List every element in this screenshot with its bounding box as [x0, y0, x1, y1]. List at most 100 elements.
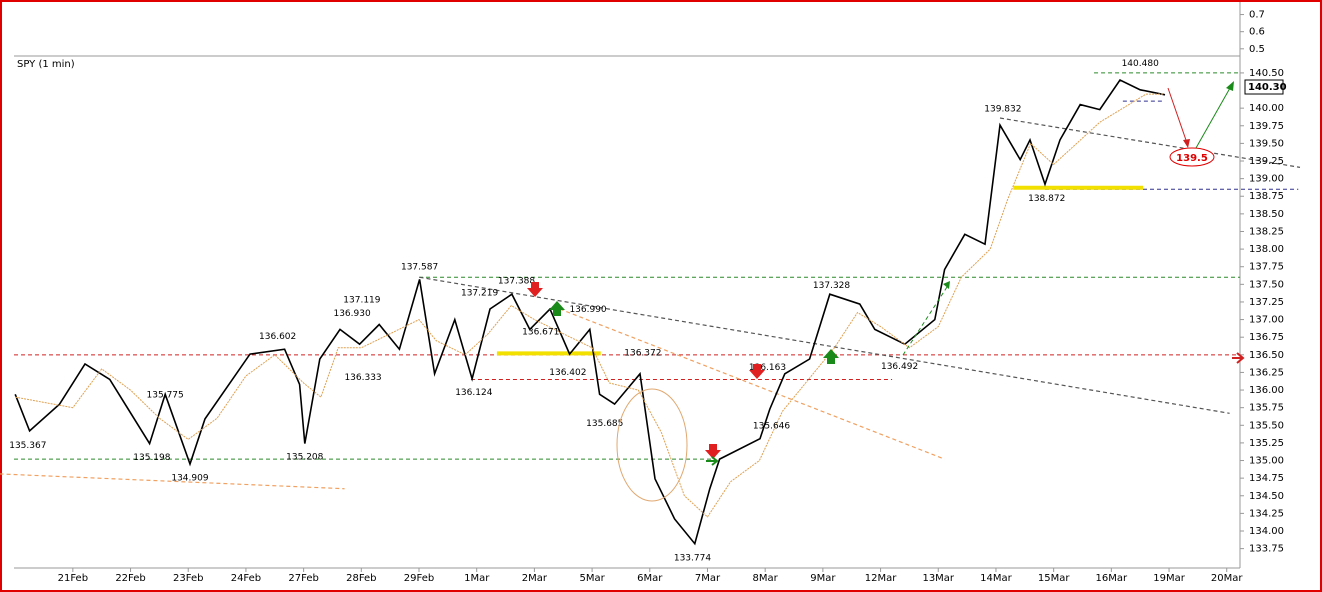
y-tick-label: 136.75 — [1249, 332, 1284, 343]
sell-arrow — [749, 364, 765, 379]
pivot-label: 135.198 — [133, 453, 170, 463]
x-tick-label: 22Feb — [115, 573, 145, 584]
y-tick-label: 135.25 — [1249, 438, 1284, 449]
pivot-label: 136.402 — [549, 368, 586, 378]
y-tick-label: 134.50 — [1249, 491, 1284, 502]
price-line — [14, 78, 1166, 546]
pivot-label: 135.646 — [753, 421, 790, 431]
last-price-label: 140.30 — [1248, 82, 1287, 93]
pivot-label: 138.872 — [1028, 194, 1065, 204]
last-price-box — [1244, 79, 1284, 95]
x-tick-label: 29Feb — [404, 573, 434, 584]
buy-arrow — [823, 349, 839, 364]
projection-head — [1226, 81, 1234, 91]
x-tick-label: 27Feb — [288, 573, 318, 584]
x-tick-label: 20Mar — [1211, 573, 1243, 584]
chart-title: SPY (1 min) — [17, 59, 75, 70]
target-ellipse — [1169, 147, 1215, 167]
trend-line — [559, 308, 945, 460]
pivot-label: 137.388 — [498, 277, 535, 287]
y-tick-label: 133.75 — [1249, 544, 1284, 555]
y-tick-label: 136.50 — [1249, 350, 1284, 361]
y-tick-label: 139.50 — [1249, 138, 1284, 149]
y-tick-label: 135.00 — [1249, 456, 1284, 467]
pivot-label: 136.990 — [569, 305, 606, 315]
y-tick-label: 138.75 — [1249, 191, 1284, 202]
y-tick-label: 139.25 — [1249, 156, 1284, 167]
x-tick-label: 1Mar — [464, 573, 490, 584]
y-tick-label: 137.25 — [1249, 297, 1284, 308]
level-arrow — [1232, 352, 1245, 364]
sell-arrow — [705, 444, 721, 459]
level-arrow — [706, 456, 719, 466]
x-tick-label: 14Mar — [980, 573, 1012, 584]
y-tick-label: 136.00 — [1249, 385, 1284, 396]
y-tick-label: 0.5 — [1249, 44, 1265, 55]
y-tick-label: 0.7 — [1249, 10, 1265, 21]
sell-arrow — [527, 282, 543, 297]
projection-head — [943, 281, 950, 289]
y-tick-label: 138.25 — [1249, 226, 1284, 237]
pivot-label: 137.328 — [813, 281, 850, 291]
pivot-label: 136.492 — [881, 362, 918, 372]
pivot-label: 137.587 — [401, 263, 438, 273]
projection-head — [1183, 139, 1190, 148]
pivot-label: 135.775 — [147, 390, 184, 400]
buy-arrow — [549, 301, 565, 316]
pivot-label: 134.909 — [171, 473, 208, 483]
pivot-label: 137.119 — [343, 296, 380, 306]
y-tick-label: 137.50 — [1249, 279, 1284, 290]
projection — [1167, 87, 1188, 144]
pivot-label: 140.480 — [1122, 59, 1159, 69]
pivot-label: 136.671 — [522, 327, 559, 337]
pivot-label: 136.930 — [333, 309, 370, 319]
y-tick-label: 134.25 — [1249, 508, 1284, 519]
price-line — [15, 93, 1164, 518]
y-tick-label: 137.00 — [1249, 315, 1284, 326]
x-tick-label: 5Mar — [579, 573, 605, 584]
y-tick-label: 138.00 — [1249, 244, 1284, 255]
x-tick-label: 24Feb — [231, 573, 261, 584]
x-tick-label: 28Feb — [346, 573, 376, 584]
x-tick-label: 7Mar — [695, 573, 721, 584]
projection — [1195, 87, 1231, 149]
pivot-label: 136.602 — [259, 332, 296, 342]
y-tick-label: 138.50 — [1249, 209, 1284, 220]
x-tick-label: 19Mar — [1153, 573, 1185, 584]
y-tick-label: 134.75 — [1249, 473, 1284, 484]
x-tick-label: 15Mar — [1038, 573, 1070, 584]
y-tick-label: 135.50 — [1249, 420, 1284, 431]
y-tick-label: 140.50 — [1249, 68, 1284, 79]
x-tick-label: 23Feb — [173, 573, 203, 584]
y-tick-label: 137.75 — [1249, 262, 1284, 273]
x-tick-label: 21Feb — [58, 573, 88, 584]
y-tick-label: 136.25 — [1249, 367, 1284, 378]
pivot-label: 133.774 — [674, 553, 711, 563]
x-tick-label: 2Mar — [522, 573, 548, 584]
y-tick-label: 134.00 — [1249, 526, 1284, 537]
x-tick-label: 9Mar — [810, 573, 836, 584]
y-tick-label: 139.75 — [1249, 121, 1284, 132]
x-tick-label: 6Mar — [637, 573, 663, 584]
y-tick-label: 139.00 — [1249, 174, 1284, 185]
trend-line — [419, 276, 1230, 414]
y-tick-label: 135.75 — [1249, 403, 1284, 414]
x-tick-label: 13Mar — [922, 573, 954, 584]
pivot-label: 135.208 — [286, 452, 323, 462]
x-tick-label: 12Mar — [865, 573, 897, 584]
pivot-label: 135.685 — [586, 419, 623, 429]
pivot-label: 136.333 — [344, 373, 381, 383]
target-label: 139.5 — [1176, 153, 1208, 164]
x-tick-label: 16Mar — [1096, 573, 1128, 584]
pivot-label: 136.372 — [624, 348, 661, 358]
y-tick-label: 0.6 — [1249, 27, 1265, 38]
pivot-label: 135.367 — [9, 441, 46, 451]
pivot-label: 137.219 — [461, 289, 498, 299]
y-tick-label: 140.00 — [1249, 103, 1284, 114]
highlight-ellipse — [616, 388, 688, 502]
trend-line — [0, 473, 345, 490]
pivot-label: 139.832 — [984, 104, 1021, 114]
x-tick-label: 8Mar — [753, 573, 779, 584]
